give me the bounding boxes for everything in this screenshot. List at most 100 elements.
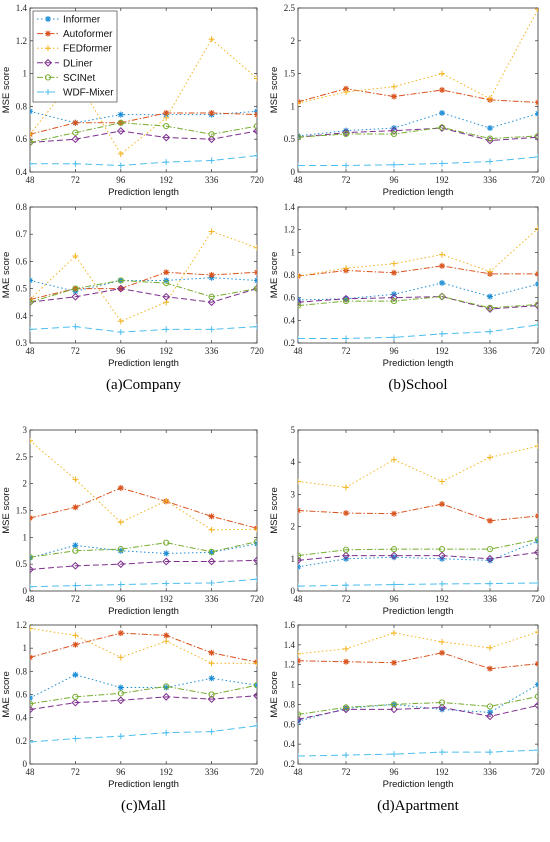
y-tick-label: 0.4: [16, 713, 28, 723]
data-point-scinet: [30, 299, 34, 306]
x-tick-label: 720: [531, 767, 545, 777]
data-point-wdf-mixer: [254, 152, 257, 159]
y-tick-label: 0: [291, 167, 296, 177]
data-point-scinet: [117, 546, 124, 553]
data-point-wdf-mixer: [535, 321, 538, 328]
y-tick-label: 0.6: [16, 256, 28, 266]
y-tick-label: 0.8: [16, 101, 28, 111]
legend-label: DLiner: [63, 58, 93, 69]
x-tick-label: 48: [294, 594, 304, 604]
series-line-scinet: [298, 538, 538, 557]
y-tick-label: 0.4: [284, 739, 296, 749]
x-tick-label: 96: [116, 594, 126, 604]
x-axis-label: Prediction length: [108, 358, 179, 369]
data-point-scinet: [486, 135, 494, 142]
series-line-autoformer: [30, 271, 257, 300]
data-point-fedformer: [298, 478, 301, 485]
data-point-wdf-mixer: [117, 162, 124, 169]
data-point-informer: [343, 127, 349, 134]
plot-area-frame: [29, 7, 258, 173]
x-tick-label: 336: [483, 175, 497, 185]
data-point-wdf-mixer: [208, 326, 215, 333]
data-point-scinet: [390, 130, 398, 138]
series-line-dliner: [30, 130, 257, 143]
data-point-fedformer: [254, 75, 257, 82]
data-point-dliner: [30, 565, 34, 574]
data-point-informer: [30, 277, 33, 284]
x-tick-label: 96: [390, 767, 400, 777]
data-point-autoformer: [298, 507, 301, 514]
data-point-autoformer: [254, 269, 257, 276]
data-point-autoformer: [117, 630, 124, 637]
data-point-wdf-mixer: [487, 580, 493, 587]
data-point-wdf-mixer: [487, 749, 493, 756]
y-tick-label: 2: [291, 36, 296, 46]
series-line-fedformer: [30, 627, 257, 664]
data-point-fedformer: [117, 654, 124, 661]
data-point-dliner: [116, 696, 125, 705]
data-point-autoformer: [487, 517, 493, 524]
legend-entry-fedformer: FEDformer: [37, 44, 113, 55]
x-axis-label: Prediction length: [383, 187, 454, 198]
series-line-autoformer: [30, 112, 257, 135]
data-point-wdf-mixer: [208, 579, 215, 586]
data-point-informer: [439, 279, 445, 286]
data-point-fedformer: [535, 628, 538, 635]
plot-area-frame: [297, 429, 539, 592]
y-tick-label: 2: [291, 522, 296, 532]
x-tick-label: 336: [205, 346, 219, 356]
data-point-dliner: [207, 135, 216, 144]
legend-label: Informer: [63, 15, 101, 26]
x-tick-label: 48: [294, 346, 304, 356]
data-point-scinet: [486, 304, 494, 311]
series-line-autoformer: [298, 652, 538, 670]
data-point-dliner: [162, 133, 171, 142]
data-point-fedformer: [30, 296, 33, 303]
y-tick-label: 1.4: [284, 202, 296, 212]
data-point-fedformer: [30, 625, 33, 632]
data-point-autoformer: [72, 119, 79, 126]
data-point-dliner: [534, 548, 538, 557]
y-tick-label: 0.6: [16, 134, 28, 144]
data-point-wdf-mixer: [117, 329, 124, 336]
data-point-dliner: [253, 127, 257, 135]
y-tick-label: 0.6: [284, 719, 296, 729]
y-tick-label: 1.5: [284, 69, 296, 79]
data-point-fedformer: [117, 318, 124, 325]
x-tick-label: 336: [483, 594, 497, 604]
data-point-autoformer: [117, 484, 124, 491]
data-point-wdf-mixer: [298, 162, 301, 169]
data-point-scinet: [163, 280, 170, 287]
data-point-dliner: [116, 284, 125, 293]
data-point-autoformer: [343, 85, 349, 92]
y-tick-label: 2.5: [284, 3, 296, 13]
x-axis-label: Prediction length: [383, 606, 454, 617]
data-point-autoformer: [439, 649, 445, 656]
data-point-informer: [208, 549, 215, 556]
series-line-informer: [30, 674, 257, 699]
data-point-dliner: [486, 554, 494, 563]
data-point-wdf-mixer: [487, 158, 493, 165]
y-tick-label: 1: [291, 554, 296, 564]
data-point-scinet: [208, 293, 215, 300]
series-line-informer: [298, 112, 538, 137]
data-point-scinet: [342, 130, 350, 138]
x-axis-label: Prediction length: [108, 779, 179, 790]
data-point-dliner: [298, 556, 302, 565]
x-axis-label: Prediction length: [383, 358, 454, 369]
y-tick-label: 3: [291, 489, 296, 499]
data-point-wdf-mixer: [343, 752, 349, 759]
data-point-dliner: [71, 561, 80, 570]
x-tick-label: 720: [531, 594, 545, 604]
data-point-dliner: [298, 298, 302, 307]
data-point-fedformer: [535, 443, 538, 450]
x-tick-label: 192: [159, 767, 173, 777]
data-point-dliner: [116, 127, 125, 135]
data-point-informer: [487, 293, 493, 300]
data-point-autoformer: [298, 657, 301, 664]
x-tick-label: 720: [250, 594, 264, 604]
x-tick-label: 48: [26, 594, 36, 604]
y-tick-label: 0.8: [16, 202, 28, 212]
panel-caption: (b)School: [388, 377, 447, 393]
x-tick-label: 96: [116, 346, 126, 356]
